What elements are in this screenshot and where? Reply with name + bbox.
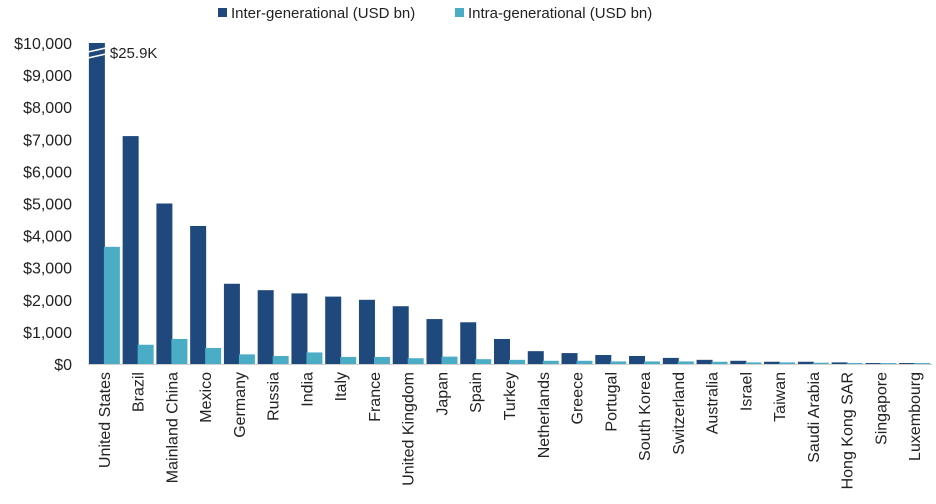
y-tick-label: $8,000 <box>23 100 72 117</box>
bar-intra-generational <box>306 352 323 364</box>
bar-intra-generational <box>711 361 728 364</box>
x-tick-label: France <box>367 372 384 422</box>
x-tick-label: South Korea <box>637 372 654 461</box>
x-tick-label: United Kingdom <box>401 372 418 486</box>
x-tick-label: Israel <box>738 372 755 411</box>
x-tick-label: Brazil <box>131 372 148 412</box>
x-tick-label: Luxembourg <box>907 372 924 461</box>
x-tick-label: Hong Kong SAR <box>840 372 857 489</box>
bar-inter-generational <box>122 136 139 364</box>
x-tick-label: Australia <box>705 372 722 434</box>
legend-label: Inter-generational (USD bn) <box>231 5 415 22</box>
bar-intra-generational <box>677 361 694 364</box>
axis-break-mark <box>87 53 107 59</box>
y-tick-label: $1,000 <box>23 325 72 342</box>
bar-intra-generational <box>914 363 931 364</box>
x-tick-label: Mainland China <box>164 372 181 483</box>
x-tick-label: Italy <box>333 372 350 401</box>
bar-intra-generational <box>238 354 255 364</box>
bar-inter-generational <box>156 203 173 364</box>
bar-inter-generational <box>764 361 781 364</box>
x-tick-label: Mexico <box>198 372 215 423</box>
x-tick-label: Portugal <box>603 372 620 432</box>
legend-label: Intra-generational (USD bn) <box>468 5 652 22</box>
bar-inter-generational <box>831 362 848 364</box>
x-tick-label: Russia <box>266 372 283 421</box>
y-axis: $0 $1,000 $2,000 $3,000 $4,000 $5,000 $6,000 $7… <box>14 36 932 374</box>
bar-inter-generational <box>797 361 814 364</box>
legend-swatch <box>455 8 464 17</box>
bar-inter-generational <box>460 322 477 364</box>
bar-inter-generational <box>595 355 612 364</box>
x-tick-label: United States <box>97 372 114 468</box>
bar-intra-generational <box>880 363 897 364</box>
x-tick-label: Saudi Arabia <box>806 372 823 463</box>
bar-inter-generational <box>527 351 544 364</box>
y-tick-label: $10,000 <box>14 36 72 53</box>
x-tick-label: Germany <box>232 372 249 438</box>
bar-inter-generational <box>696 359 713 364</box>
bar-inter-generational <box>730 360 747 364</box>
bar-intra-generational <box>205 347 222 364</box>
bar-intra-generational <box>610 361 627 364</box>
bar-inter-generational <box>629 355 646 364</box>
x-tick-label: Turkey <box>502 372 519 420</box>
bar-intra-generational <box>441 356 458 364</box>
bar-intra-generational <box>475 359 492 364</box>
bar-intra-generational <box>542 360 559 364</box>
y-tick-label: $2,000 <box>23 293 72 310</box>
bar-intra-generational <box>812 362 829 364</box>
bar-intra-generational <box>576 360 593 364</box>
bar-intra-generational <box>373 356 390 364</box>
y-tick-label: $6,000 <box>23 164 72 181</box>
bar-intra-generational <box>137 344 154 364</box>
bar-intra-generational <box>779 362 796 364</box>
bar-inter-generational <box>257 290 274 364</box>
bar-intra-generational <box>340 356 357 364</box>
bar-intra-generational <box>745 362 762 364</box>
x-tick-label: Japan <box>434 372 451 416</box>
x-tick-label: Switzerland <box>671 372 688 455</box>
y-tick-label: $3,000 <box>23 261 72 278</box>
bar-inter-generational <box>494 338 510 364</box>
bar-intra-generational <box>272 355 289 364</box>
bar-inter-generational <box>392 306 409 364</box>
x-tick-label: Netherlands <box>536 372 553 458</box>
x-tick-label: Spain <box>468 372 485 413</box>
bar-intra-generational <box>407 358 424 364</box>
bar-inter-generational <box>865 363 882 364</box>
bar-inter-generational <box>291 293 308 364</box>
bar-intra-generational <box>644 361 661 364</box>
y-tick-label: $7,000 <box>23 132 72 149</box>
bar-inter-generational <box>561 353 578 364</box>
bar-inter-generational <box>88 43 105 364</box>
bar-inter-generational <box>899 363 916 364</box>
x-tick-label: Greece <box>570 372 587 425</box>
bar-intra-generational <box>171 338 188 364</box>
x-tick-label: Singapore <box>873 372 890 445</box>
bar-intra-generational <box>509 359 525 364</box>
x-axis: United States Brazil Mainland China Mexico G… <box>97 372 924 490</box>
bar-inter-generational <box>325 296 342 364</box>
axis-break-mark <box>87 47 107 53</box>
bar-inter-generational <box>190 225 207 364</box>
y-tick-label: $9,000 <box>23 68 72 85</box>
bar-inter-generational <box>223 283 240 364</box>
legend: Inter-generational (USD bn) Intra-generat… <box>218 5 652 22</box>
bar-intra-generational <box>103 246 120 364</box>
x-tick-label: Taiwan <box>772 372 789 422</box>
y-tick-label: $0 <box>54 357 72 374</box>
bar-inter-generational <box>426 319 443 364</box>
y-tick-label: $5,000 <box>23 197 72 214</box>
y-tick-label: $4,000 <box>23 229 72 246</box>
legend-swatch <box>218 8 227 17</box>
bar-inter-generational <box>662 357 679 364</box>
x-tick-label: India <box>299 372 316 407</box>
bar-inter-generational <box>358 299 375 364</box>
bars: $25.9K <box>87 43 931 364</box>
data-label-annotation: $25.9K <box>110 45 158 62</box>
bar-intra-generational <box>846 363 863 364</box>
